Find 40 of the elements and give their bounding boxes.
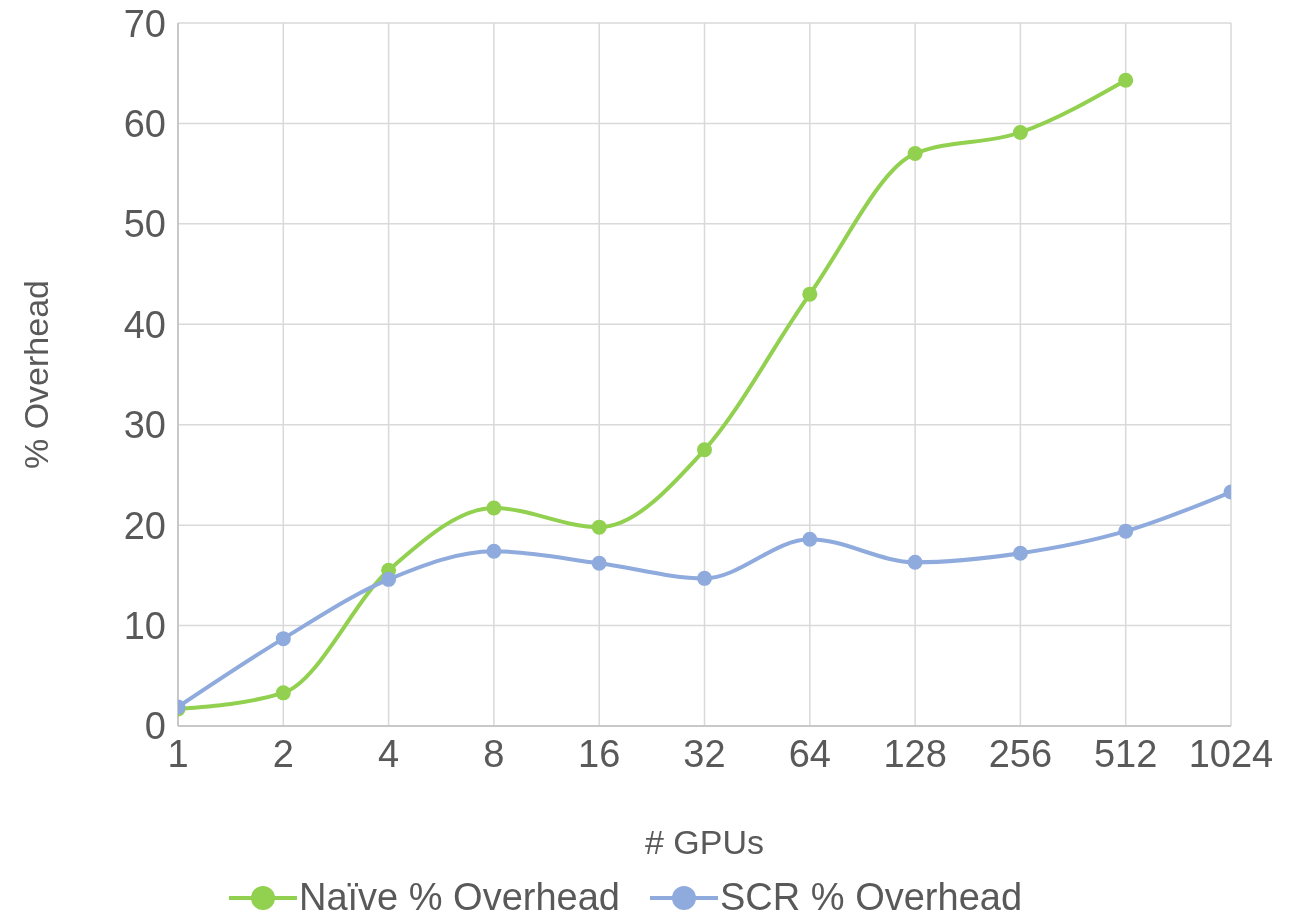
- x-axis-title: # GPUs: [644, 823, 765, 861]
- x-tick-label: 128: [883, 732, 947, 775]
- point: [907, 554, 923, 570]
- x-tick-label: 32: [683, 732, 726, 775]
- y-tick-label: 30: [123, 404, 166, 447]
- legend-label: SCR % Overhead: [720, 876, 1023, 919]
- y-axis-title: % Overhead: [17, 280, 56, 469]
- point: [381, 571, 397, 587]
- point: [486, 500, 502, 516]
- y-tick-label: 40: [123, 303, 166, 346]
- y-tick-label: 0: [144, 705, 166, 748]
- point: [275, 631, 291, 647]
- x-tick-label: 16: [578, 732, 621, 775]
- point: [1118, 72, 1134, 88]
- x-tick-label: 1024: [1188, 732, 1274, 775]
- y-tick-label: 60: [123, 102, 166, 145]
- point: [802, 531, 818, 547]
- x-tick-label: 1: [167, 732, 189, 775]
- x-tick-label: 4: [378, 732, 400, 775]
- x-tick-label: 2: [272, 732, 294, 775]
- point: [591, 519, 607, 535]
- point: [697, 442, 712, 458]
- point: [275, 685, 291, 701]
- legend-label: Naïve % Overhead: [298, 876, 621, 919]
- y-tick-label: 50: [123, 203, 166, 246]
- point: [1012, 545, 1028, 561]
- point: [1118, 523, 1134, 539]
- point: [486, 543, 502, 559]
- y-tick-label: 20: [123, 504, 166, 547]
- y-tick-label: 10: [123, 605, 166, 648]
- x-tick-label: 256: [988, 732, 1053, 775]
- x-tick-label: 64: [788, 732, 831, 775]
- point: [697, 570, 712, 586]
- x-tick-label: 512: [1094, 732, 1158, 775]
- point: [1012, 124, 1028, 140]
- point: [802, 286, 818, 302]
- y-tick-label: 70: [123, 2, 166, 45]
- point: [907, 146, 923, 162]
- x-tick-label: 8: [483, 732, 505, 775]
- point: [591, 555, 607, 571]
